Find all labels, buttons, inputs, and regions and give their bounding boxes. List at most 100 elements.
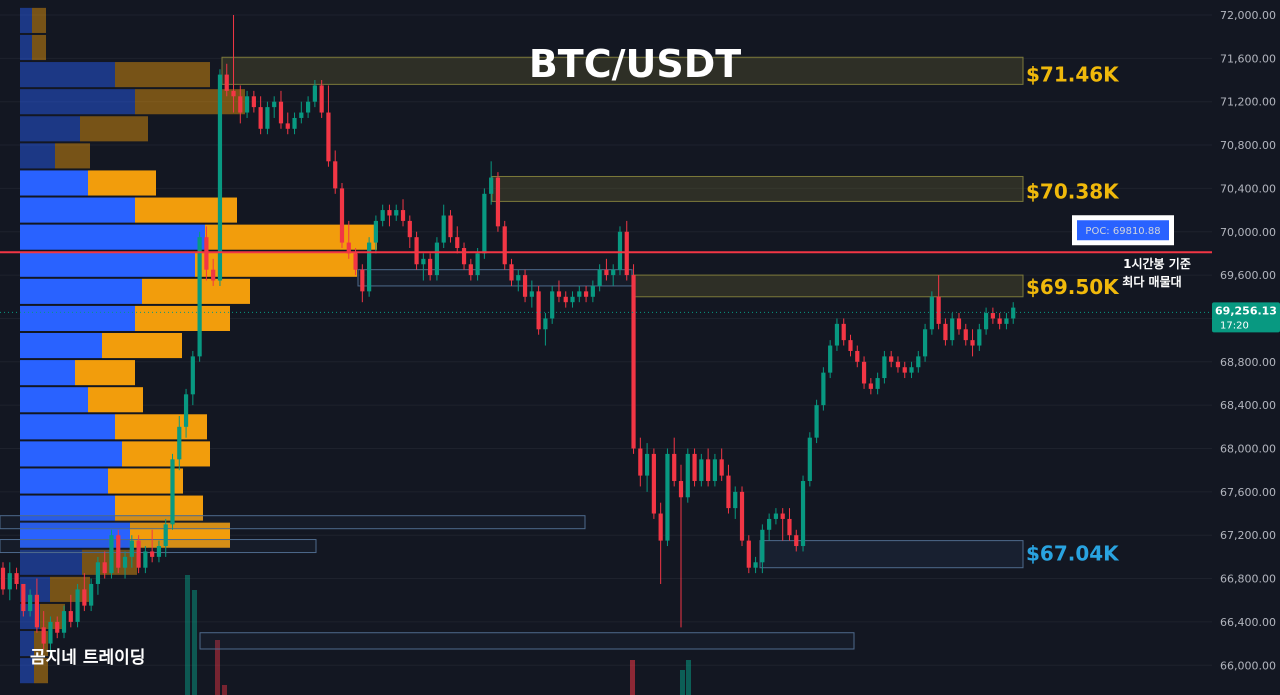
candle-body <box>970 340 975 346</box>
price-axis: 72,000.00 71,600.00 71,200.00 70,800.00 70,4… <box>1212 0 1280 695</box>
candle-body <box>943 323 948 341</box>
level-label: $70.38K <box>1026 180 1120 204</box>
candle-body <box>116 535 121 568</box>
volume-bar <box>222 685 227 695</box>
y-tick-label: 66,800.00 <box>1220 573 1276 586</box>
candle-body <box>1011 307 1016 319</box>
candle-body <box>251 96 256 108</box>
candle-body <box>543 318 548 330</box>
candle-body <box>712 459 717 482</box>
candle-body <box>956 318 962 330</box>
candle-body <box>495 177 501 227</box>
candle-body <box>672 453 677 482</box>
candle-body <box>217 74 223 281</box>
volume-profile-buy-bar <box>20 34 32 61</box>
candle-body <box>556 291 562 297</box>
candle-body <box>645 453 650 476</box>
candle-body <box>963 329 968 341</box>
candle-body <box>604 269 609 276</box>
candle-body <box>509 264 514 281</box>
candle-body <box>475 253 480 276</box>
volume-profile-sell-bar <box>122 441 210 467</box>
level-label: $67.04K <box>1026 542 1120 566</box>
candle-body <box>624 231 629 276</box>
level-zones <box>0 56 1024 650</box>
candle-body <box>482 193 487 254</box>
volume-profile-sell-bar <box>55 143 90 169</box>
candle-body <box>780 513 785 519</box>
candle-body <box>414 237 419 265</box>
candle-body <box>122 556 128 568</box>
candle-body <box>0 567 6 590</box>
candle-body <box>577 291 582 297</box>
volume-profile-buy-bar <box>20 332 102 359</box>
watermark-label: 곰지네 트레이딩 <box>30 648 145 668</box>
candle-body <box>231 90 236 97</box>
candle-body <box>285 123 290 129</box>
candle-body <box>183 394 189 427</box>
candle-body <box>421 258 426 265</box>
volume-bar <box>215 640 220 695</box>
candle-body <box>278 101 284 124</box>
candle-body <box>455 237 460 249</box>
candle-body <box>333 161 338 189</box>
volume-profile-buy-bar <box>20 360 75 386</box>
candle-body <box>489 177 494 194</box>
candle-body <box>909 367 914 373</box>
volume-profile-buy-bar <box>20 224 205 250</box>
y-tick-label: 67,600.00 <box>1220 486 1276 499</box>
candle-body <box>733 491 738 509</box>
current-price-label: 69,256.13 <box>1215 304 1277 317</box>
volume-profile-sell-bar <box>130 522 230 548</box>
volume-profile-sell-bar <box>88 170 156 196</box>
volume-profile-sell-bar <box>142 278 250 304</box>
candle-body <box>292 117 297 129</box>
candle-body <box>665 453 670 541</box>
candle-body <box>400 210 406 221</box>
candle-body <box>360 269 365 292</box>
candle-body <box>550 291 555 319</box>
level-label: $71.46K <box>1026 63 1120 87</box>
candle-body <box>373 220 378 243</box>
candle-body <box>387 210 392 216</box>
volume-profile-buy-bar <box>20 658 34 684</box>
candle-body <box>997 318 1002 324</box>
candle-body <box>129 540 134 557</box>
candle-body <box>48 621 53 644</box>
candle-body <box>163 524 168 547</box>
candle-body <box>177 426 182 460</box>
y-tick-label: 68,400.00 <box>1220 399 1276 412</box>
y-tick-label: 66,000.00 <box>1220 659 1276 672</box>
volume-profile-buy-bar <box>20 197 135 223</box>
y-tick-label: 68,800.00 <box>1220 356 1276 369</box>
candle-body <box>190 356 195 395</box>
volume-profile-sell-bar <box>205 224 377 250</box>
volume-profile-buy-bar <box>20 278 142 304</box>
volume-profile-buy-bar <box>20 305 135 331</box>
candle-body <box>617 231 623 270</box>
candle-body <box>448 215 453 238</box>
volume-profile-sell-bar <box>34 658 48 684</box>
candle-body <box>990 313 995 319</box>
candle-body <box>265 107 270 129</box>
y-tick-label: 66,400.00 <box>1220 616 1276 629</box>
volume-profile-sell-bar <box>115 414 207 440</box>
candle-body <box>570 296 575 303</box>
candle-body <box>143 551 148 568</box>
candle-body <box>407 220 412 238</box>
range-box <box>0 515 586 530</box>
volume-profile-sell-bar <box>115 495 203 521</box>
current-price-badge: 69,256.13 17:20 <box>1212 302 1280 333</box>
candle-body <box>109 535 114 574</box>
candle-body <box>204 237 209 270</box>
volume-profile-buy-bar <box>20 441 122 467</box>
candle-body <box>21 583 26 612</box>
y-tick-label: 67,200.00 <box>1220 529 1276 542</box>
candle-body <box>461 248 467 265</box>
candle-body <box>861 361 867 384</box>
candle-body <box>583 291 589 297</box>
candle-body <box>434 242 440 276</box>
y-tick-label: 70,800.00 <box>1220 139 1276 152</box>
candle-body <box>102 562 107 574</box>
